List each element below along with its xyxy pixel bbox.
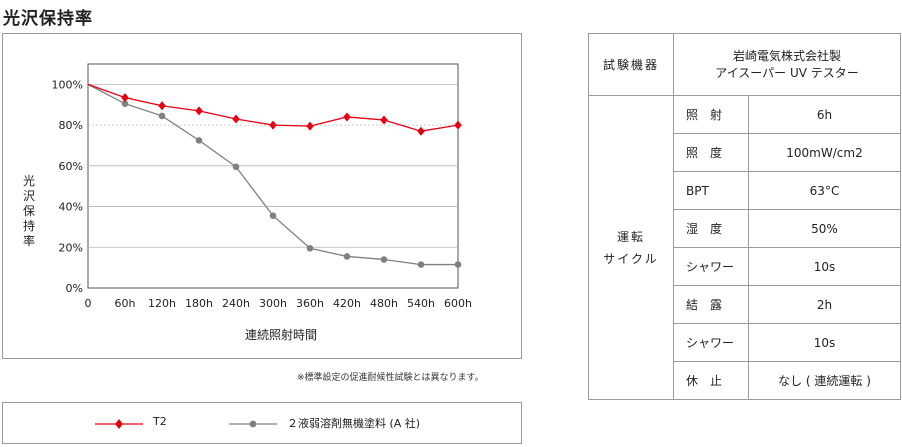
legend-canvas [95, 419, 277, 429]
plot-frame [87, 63, 459, 289]
data-point-t2 [343, 112, 351, 122]
data-point-t2 [232, 114, 240, 124]
cycle-label-line1: 運転 [616, 229, 645, 244]
cycle-item: 照 度 [673, 133, 749, 172]
x-tick-label: 540h [407, 297, 435, 310]
y-axis-label: 光沢保持率 [22, 174, 35, 248]
x-tick-label: 0 [85, 297, 92, 310]
x-axis-label: 連続照射時間 [245, 327, 317, 342]
cycle-item: 結 露 [673, 285, 749, 324]
tester-value-cell: 岩崎電気株式会社製 アイスーパー UV テスター [673, 33, 901, 96]
tester-label: 試験機器 [602, 58, 659, 72]
legend-label-competitor: ２液弱溶剤無機塗料 (A 社) [287, 417, 421, 430]
data-point-competitor [158, 112, 166, 120]
test-conditions-table: 試験機器 岩崎電気株式会社製 アイスーパー UV テスター 運転 サイクル 照 … [588, 33, 901, 400]
cycle-item: BPT [673, 171, 749, 210]
cycle-item: シャワー [673, 323, 749, 362]
y-tick-label: 80% [59, 119, 83, 132]
footnote: ※標準設定の促進耐候性試験とは異なります。 [297, 373, 484, 383]
x-tick-label: 180h [185, 297, 213, 310]
cycle-value: 6h [748, 95, 901, 134]
data-point-t2 [417, 126, 425, 136]
data-point-competitor [380, 256, 388, 263]
x-tick-label: 360h [296, 297, 324, 310]
data-point-t2 [195, 106, 203, 116]
cycle-value: なし ( 連続運転 ) [748, 361, 901, 400]
y-tick-label: 100% [52, 78, 83, 91]
data-point-t2 [269, 120, 277, 130]
data-point-competitor [306, 244, 314, 252]
x-tick-label: 240h [222, 297, 250, 310]
gloss-retention-chart: 0% 20% 40% 60% 80% 100% 0 60h 120h 180h 240h 300h 36… [2, 33, 522, 359]
data-point-competitor [417, 261, 425, 268]
data-point-t2 [380, 115, 388, 125]
series-line-competitor [87, 83, 458, 266]
y-tick-label: 40% [59, 201, 83, 214]
tester-label-cell: 試験機器 [588, 33, 674, 96]
cycle-item: 照 射 [673, 95, 749, 134]
tester-maker: 岩崎電気株式会社製 [732, 48, 841, 63]
page-title: 光沢保持率 [3, 9, 93, 29]
cycle-value: 63°C [748, 171, 901, 210]
y-tick-label: 60% [59, 160, 83, 173]
data-point-t2 [454, 120, 462, 130]
data-point-competitor [121, 100, 129, 108]
data-point-competitor [269, 212, 277, 220]
chart-canvas: 0% 20% 40% 60% 80% 100% 0 60h 120h 180h 240h 300h 36… [52, 63, 472, 342]
chart-legend: T2 ２液弱溶剤無機塗料 (A 社) [2, 402, 522, 444]
x-tick-label: 420h [333, 297, 361, 310]
cycle-item: シャワー [673, 247, 749, 286]
data-point-t2 [306, 121, 314, 131]
cycle-value: 10s [748, 323, 901, 362]
data-point-competitor [195, 137, 203, 144]
data-point-competitor [454, 261, 462, 268]
cycle-item: 湿 度 [673, 209, 749, 248]
y-tick-label: 0% [66, 282, 83, 295]
cycle-label-line2: サイクル [603, 251, 659, 266]
x-tick-label: 600h [444, 297, 472, 310]
x-tick-label: 120h [148, 297, 176, 310]
y-tick-label: 20% [59, 241, 83, 254]
data-point-competitor [343, 253, 351, 260]
cycle-value: 50% [748, 209, 901, 248]
x-tick-label: 480h [370, 297, 398, 310]
legend-marker-t2 [95, 419, 143, 429]
x-tick-label: 60h [115, 297, 136, 310]
cycle-item: 休 止 [673, 361, 749, 400]
data-point-t2 [158, 101, 166, 111]
legend-marker-competitor [229, 420, 277, 428]
legend-label-t2: T2 [153, 415, 167, 428]
x-tick-label: 300h [259, 297, 287, 310]
cycle-value: 10s [748, 247, 901, 286]
data-point-t2 [121, 93, 129, 103]
cycle-label-cell: 運転 サイクル [588, 95, 674, 400]
cycle-value: 100mW/cm2 [748, 133, 901, 172]
tester-model: アイスーパー UV テスター [715, 65, 859, 80]
cycle-value: 2h [748, 285, 901, 324]
data-point-competitor [232, 163, 240, 171]
